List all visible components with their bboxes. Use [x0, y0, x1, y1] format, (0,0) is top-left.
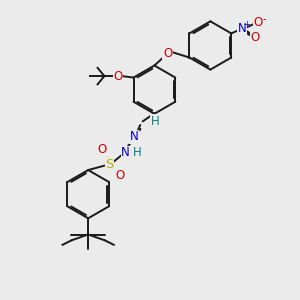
Text: N: N: [121, 146, 130, 159]
Text: O: O: [250, 31, 260, 44]
Text: O: O: [163, 46, 172, 60]
Text: -: -: [262, 14, 266, 24]
Text: N: N: [238, 22, 247, 35]
Text: O: O: [114, 70, 123, 83]
Text: H: H: [151, 115, 159, 128]
Text: O: O: [115, 169, 124, 182]
Text: N: N: [130, 130, 139, 143]
Text: H: H: [132, 146, 141, 159]
Text: S: S: [105, 158, 114, 171]
Text: O: O: [253, 16, 262, 29]
Text: +: +: [243, 20, 250, 29]
Text: O: O: [98, 143, 106, 157]
